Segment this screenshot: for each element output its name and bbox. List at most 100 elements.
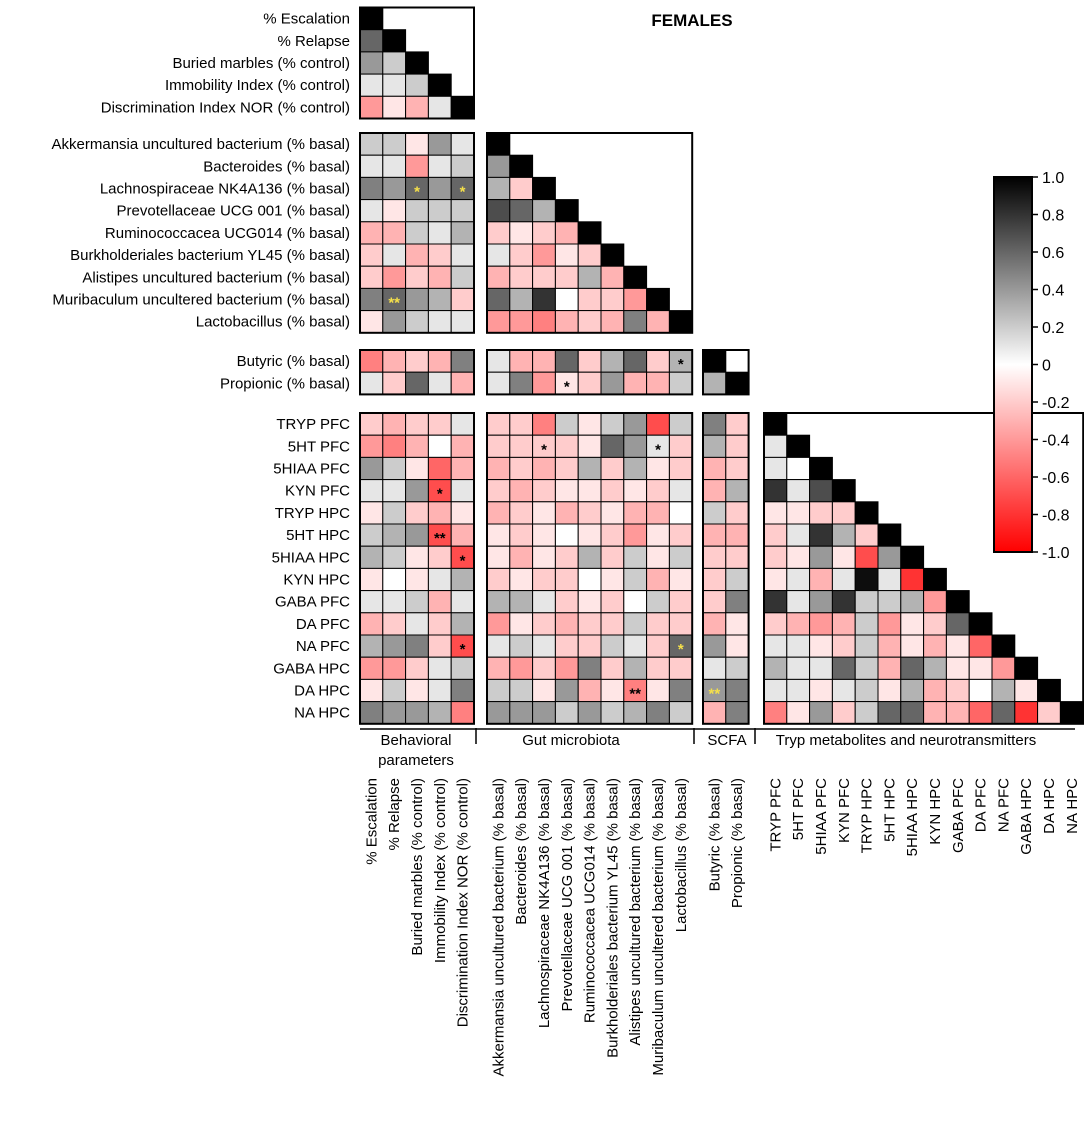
heatmap-cell [554,221,579,245]
heatmap-cell [532,479,556,503]
heatmap-cell [554,287,579,312]
heatmap-cell [646,567,670,592]
heatmap-cell [382,590,407,614]
heatmap-cell [427,310,452,334]
row-label: % Relapse [277,33,350,50]
heatmap-cell [532,590,556,614]
heatmap-cell [725,434,750,458]
heatmap-cell [532,221,556,245]
heatmap-cell [623,701,648,725]
row-label: KYN HPC [283,572,350,589]
heatmap-cell [623,434,648,458]
heatmap-cell [382,412,407,436]
heatmap-cell [577,656,602,680]
significance-mark: * [564,378,570,395]
heatmap-cell [763,412,788,436]
column-label: DA PFC [973,778,990,832]
heatmap-cell [809,612,833,636]
heatmap-cell [405,456,429,481]
block-frame [486,132,694,334]
heatmap-cell [509,176,534,201]
heatmap-cell [668,678,693,703]
heatmap-cell [405,132,429,156]
heatmap-cell [577,634,602,658]
column-label: Lactobacillus (% basal) [673,778,690,932]
heatmap-cell [382,545,407,569]
heatmap-cell [923,701,947,725]
heatmap-cell [359,29,384,53]
heatmap-cell [450,199,475,223]
heatmap-cell [532,265,556,289]
heatmap-cell [786,590,811,614]
heatmap-cell [509,434,534,458]
heatmap-cell [509,479,534,503]
heatmap-cell [877,656,902,680]
heatmap-cell [359,221,384,245]
heatmap-cell [763,567,788,592]
heatmap-cell [809,656,833,680]
heatmap-cell [532,412,556,436]
heatmap-cell [763,590,788,614]
heatmap-cell [359,479,384,503]
heatmap-cell [486,701,511,725]
heatmap-cell [900,678,925,703]
heatmap-cell [359,567,384,592]
heatmap-cell [623,310,648,334]
heatmap-cell [877,590,902,614]
heatmap-cell [577,287,602,312]
row-label: DA PFC [296,616,350,633]
heatmap-cell [600,434,625,458]
row-label: Discrimination Index NOR (% control) [101,99,350,116]
heatmap-cell [702,567,727,592]
heatmap-cell [486,567,511,592]
heatmap-cell [623,634,648,658]
heatmap-cell [405,434,429,458]
heatmap-cell [725,501,750,525]
heatmap-cell [923,612,947,636]
heatmap-cell [509,634,534,658]
column-label: Bacteroides (% basal) [513,778,530,925]
column-label: 5HT HPC [881,778,898,842]
heatmap-cell [623,371,648,395]
heatmap-cell [623,412,648,436]
heatmap-cell [600,501,625,525]
block-frame [486,412,694,725]
heatmap-cell [763,656,788,680]
heatmap-cell [600,701,625,725]
column-label: Propionic (% basal) [729,778,746,908]
heatmap-cell [382,349,407,373]
colorbar-tick-label: -0.8 [1042,508,1070,525]
block-frame [359,349,475,396]
heatmap-cell [668,612,693,636]
column-label: 5HT PFC [790,778,807,840]
column-label: % Relapse [386,778,403,851]
heatmap-cell [554,634,579,658]
heatmap-cell [877,545,902,569]
colorbar-tick-label: 0.4 [1042,283,1064,300]
heatmap-cell [532,678,556,703]
heatmap-cell [359,132,384,156]
heatmap-cell [486,479,511,503]
heatmap-cell [405,612,429,636]
row-label: Bacteroides (% basal) [203,158,350,175]
heatmap-cell [809,501,833,525]
heatmap-cell [450,434,475,458]
heatmap-cell [359,310,384,334]
heatmap-cell [509,456,534,481]
heatmap-cell [600,612,625,636]
heatmap-cell [427,287,452,312]
heatmap-cell [786,678,811,703]
heatmap-cell [623,545,648,569]
heatmap-cell [450,221,475,245]
heatmap-cells: * ****** ****** *** ** [359,6,1084,725]
heatmap-cell [1037,701,1061,725]
heatmap-cell [382,701,407,725]
significance-mark: * [414,184,420,201]
heatmap-cell [450,656,475,680]
row-label: Immobility Index (% control) [165,77,350,94]
heatmap-cell [532,287,556,312]
heatmap-cell [554,412,579,436]
heatmap-cell [786,545,811,569]
heatmap-cell [600,456,625,481]
heatmap-cell [854,656,879,680]
